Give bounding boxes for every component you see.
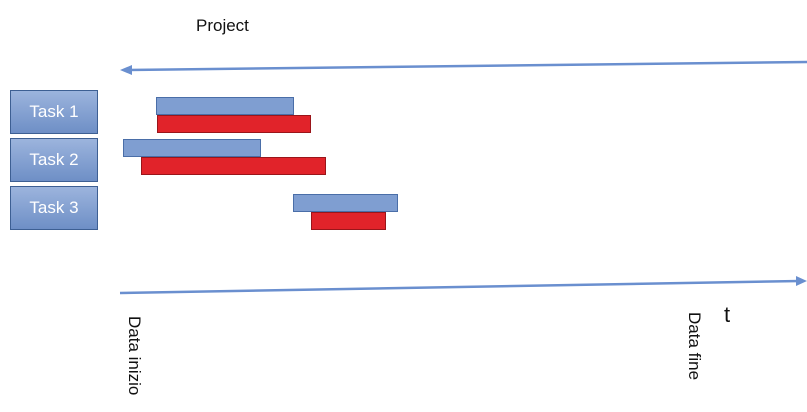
- start-date-label: Data inizio: [125, 316, 144, 396]
- task-2-planned-bar: [123, 139, 261, 157]
- task-2-actual-bar: [141, 157, 326, 175]
- task-1-box: Task 1: [10, 90, 98, 134]
- task-3-label: Task 3: [29, 198, 79, 217]
- time-axis-arrow: [119, 276, 807, 295]
- task-1-label: Task 1: [29, 102, 79, 121]
- end-date-label: Data fine: [685, 312, 704, 381]
- task-2-label: Task 2: [29, 150, 79, 169]
- time-label: t: [724, 302, 731, 327]
- task-3-actual-bar: [311, 212, 386, 230]
- task-3-box: Task 3: [10, 186, 98, 230]
- project-arrow: [120, 60, 807, 75]
- task-1-planned-bar: [156, 97, 294, 115]
- project-title: Project: [196, 16, 249, 35]
- task-2-box: Task 2: [10, 138, 98, 182]
- task-3-planned-bar: [293, 194, 398, 212]
- task-1-actual-bar: [157, 115, 311, 133]
